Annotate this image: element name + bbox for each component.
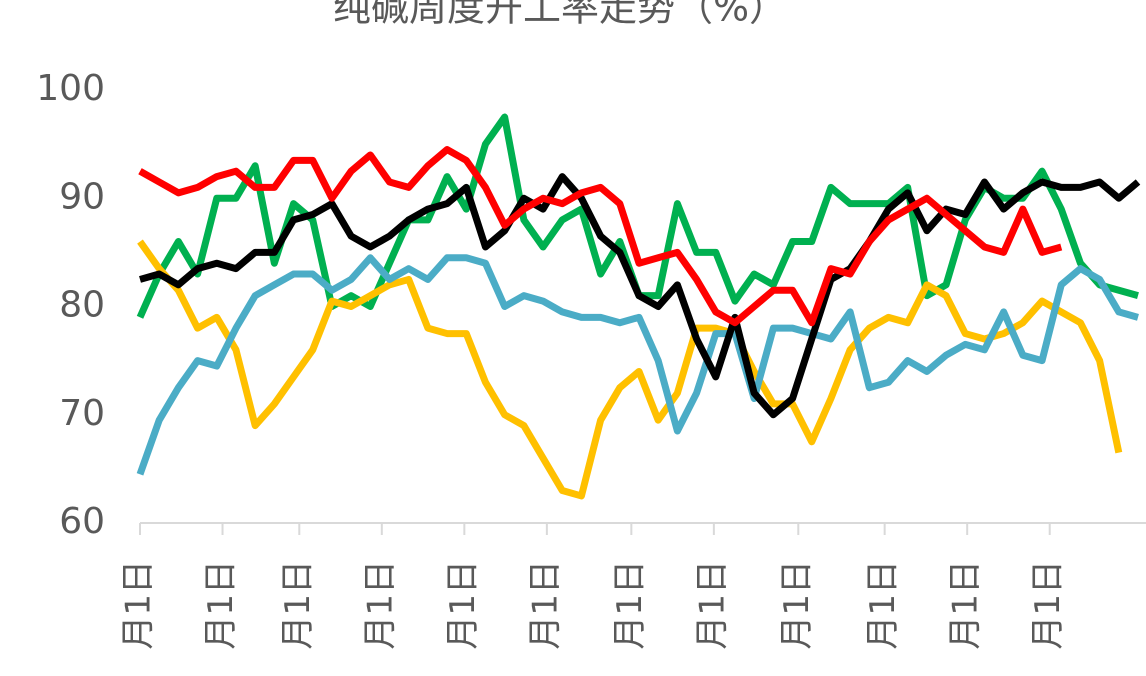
x-tick-label: 月1日 [863, 560, 903, 650]
x-tick-label: 月1日 [525, 560, 565, 650]
y-tick-label: 100 [36, 68, 105, 109]
x-tick-label: 月1日 [119, 560, 159, 650]
y-tick-label: 70 [59, 393, 105, 434]
series-line [137, 239, 1123, 500]
x-tick-label: 月1日 [201, 560, 241, 650]
chart-title: 纯碱周度开工率走势（%） [333, 0, 787, 30]
x-tick-label: 月1日 [443, 560, 483, 650]
x-tick-label: 月1日 [1028, 560, 1068, 650]
series-line [139, 173, 1141, 419]
y-tick-label: 80 [59, 285, 105, 326]
x-tick-label: 月1日 [278, 560, 318, 650]
x-tick-label: 月1日 [946, 560, 986, 650]
x-tick-label: 月1日 [360, 560, 400, 650]
x-tick-label: 月1日 [610, 560, 650, 650]
y-tick-label: 60 [59, 501, 105, 542]
series-line [138, 146, 1063, 327]
x-tick-label: 月1日 [777, 560, 817, 650]
y-tick-label: 90 [59, 176, 105, 217]
series-line [136, 254, 1139, 476]
x-tick-label: 月1日 [692, 560, 732, 650]
